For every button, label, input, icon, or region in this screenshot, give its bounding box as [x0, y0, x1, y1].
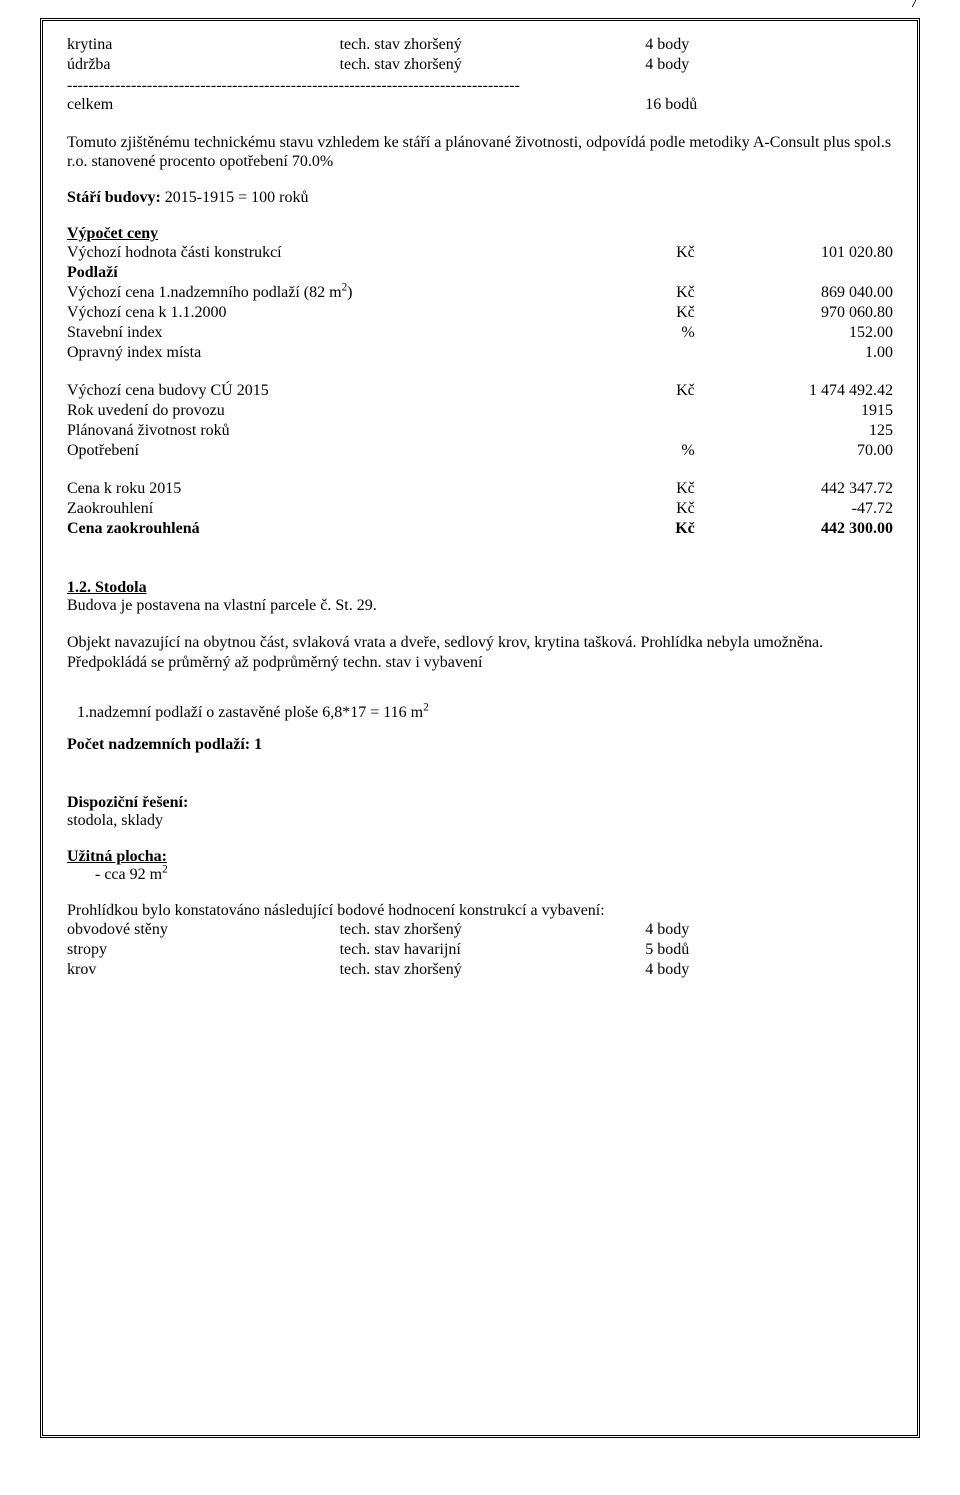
rating-points: 4 body [645, 55, 893, 75]
rating-name: údržba [67, 55, 340, 75]
calc-label: Výchozí cena 1.nadzemního podlaží (82 m2… [67, 283, 612, 303]
rating-name: krov [67, 960, 340, 980]
calc-row: Stavební index%152.00 [67, 323, 893, 343]
uzitna-value: - cca 92 m2 [67, 866, 893, 884]
calc-unit: % [612, 323, 695, 343]
celkem-row: celkem 16 bodů [67, 95, 893, 115]
calc-row: Rok uvedení do provozu 1915 [67, 401, 893, 421]
calc-value: 101 020.80 [695, 243, 893, 263]
calc-unit: % [612, 441, 695, 461]
calc-row: Výchozí hodnota části konstrukcíKč101 02… [67, 243, 893, 263]
rating-row: krytinatech. stav zhoršený4 body [67, 35, 893, 55]
rating-name: obvodové stěny [67, 920, 340, 940]
calc-label: Plánovaná životnost roků [67, 421, 612, 441]
calc-unit: Kč [612, 519, 695, 539]
calc-label: Opravný index místa [67, 343, 612, 363]
calc-unit: Kč [612, 243, 695, 263]
uzitna-title: Užitná plocha: [67, 848, 893, 866]
pocet-nadzemnich: Počet nadzemních podlaží: 1 [67, 736, 893, 754]
calc-label: Stavební index [67, 323, 612, 343]
rating-row: údržbatech. stav zhoršený4 body [67, 55, 893, 75]
calc-row: Podlaží [67, 263, 893, 283]
calc-unit [612, 421, 695, 441]
stari-budovy-value: 2015-1915 = 100 roků [165, 189, 309, 206]
dispozicni-title: Dispoziční řešení: [67, 794, 893, 812]
calc-row: Cena k roku 2015Kč442 347.72 [67, 479, 893, 499]
calc-unit: Kč [612, 283, 695, 303]
calc-label: Cena k roku 2015 [67, 479, 612, 499]
calc-value: 70.00 [695, 441, 893, 461]
section-1-2-title: 1.2. Stodola [67, 579, 147, 596]
document-frame: krytinatech. stav zhoršený4 bodyúdržbate… [40, 18, 920, 1438]
rating-state: tech. stav havarijní [340, 940, 646, 960]
intro-paragraph: Tomuto zjištěnému technickému stavu vzhl… [67, 133, 893, 171]
calc-label: Cena zaokrouhlená [67, 519, 612, 539]
calc-row: Plánovaná životnost roků 125 [67, 421, 893, 441]
calc-unit: Kč [612, 499, 695, 519]
calc-value: -47.72 [695, 499, 893, 519]
calc-value: 442 347.72 [695, 479, 893, 499]
calc-value: 869 040.00 [695, 283, 893, 303]
celkem-value: 16 bodů [645, 95, 893, 115]
calc-label: Výchozí cena budovy CÚ 2015 [67, 381, 612, 401]
calc-value: 442 300.00 [695, 519, 893, 539]
page-number: 7 [40, 0, 920, 12]
calc-unit [612, 401, 695, 421]
calc-row: Opotřebení%70.00 [67, 441, 893, 461]
calc-label: Výchozí hodnota části konstrukcí [67, 243, 612, 263]
top-rating-table: krytinatech. stav zhoršený4 bodyúdržbate… [67, 35, 893, 75]
calc-value: 125 [695, 421, 893, 441]
nadzemni-line: 1.nadzemní podlaží o zastavěné ploše 6,8… [67, 704, 893, 722]
calc-value: 970 060.80 [695, 303, 893, 323]
calc-label: Rok uvedení do provozu [67, 401, 612, 421]
rating-points: 4 body [645, 960, 893, 980]
rating-state: tech. stav zhoršený [340, 920, 646, 940]
rating-state: tech. stav zhoršený [340, 55, 646, 75]
calc-row: Výchozí cena budovy CÚ 2015Kč1 474 492.4… [67, 381, 893, 401]
calc-label: Zaokrouhlení [67, 499, 612, 519]
rating-points: 4 body [645, 35, 893, 55]
calc-value: 152.00 [695, 323, 893, 343]
section-1-2-subtitle: Budova je postavena na vlastní parcele č… [67, 597, 377, 614]
calc-row: Opravný index místa 1.00 [67, 343, 893, 363]
stari-budovy-label: Stáří budovy: [67, 189, 161, 206]
calc-value: 1.00 [695, 343, 893, 363]
calc-row: Výchozí cena k 1.1.2000Kč970 060.80 [67, 303, 893, 323]
calc-row: ZaokrouhleníKč-47.72 [67, 499, 893, 519]
calc-label: Opotřebení [67, 441, 612, 461]
rating-row: stropytech. stav havarijní5 bodů [67, 940, 893, 960]
calc-value [695, 263, 893, 283]
rating-row: krovtech. stav zhoršený4 body [67, 960, 893, 980]
calc-unit [612, 343, 695, 363]
rating-points: 4 body [645, 920, 893, 940]
rating-state: tech. stav zhoršený [340, 960, 646, 980]
rating-points: 5 bodů [645, 940, 893, 960]
calc-value: 1915 [695, 401, 893, 421]
calc-label: Podlaží [67, 263, 612, 283]
calc-row: Výchozí cena 1.nadzemního podlaží (82 m2… [67, 283, 893, 303]
calc-table-2: Výchozí cena budovy CÚ 2015Kč1 474 492.4… [67, 381, 893, 461]
calc-unit: Kč [612, 381, 695, 401]
section-1-2-paragraph: Objekt navazující na obytnou část, svlak… [67, 633, 893, 671]
dispozicni-value: stodola, sklady [67, 812, 893, 830]
rating-row: obvodové stěnytech. stav zhoršený4 body [67, 920, 893, 940]
rating-name: stropy [67, 940, 340, 960]
dash-separator: ----------------------------------------… [67, 77, 893, 95]
prohlidkou-line: Prohlídkou bylo konstatováno následující… [67, 902, 893, 920]
rating-name: krytina [67, 35, 340, 55]
calc-unit: Kč [612, 479, 695, 499]
bottom-rating-table: obvodové stěnytech. stav zhoršený4 bodys… [67, 920, 893, 980]
calc-unit: Kč [612, 303, 695, 323]
celkem-label: celkem [67, 95, 340, 115]
calc-label: Výchozí cena k 1.1.2000 [67, 303, 612, 323]
calc-value: 1 474 492.42 [695, 381, 893, 401]
vypocet-ceny-heading: Výpočet ceny [67, 225, 893, 243]
calc-row: Cena zaokrouhlenáKč442 300.00 [67, 519, 893, 539]
calc-unit [612, 263, 695, 283]
rating-state: tech. stav zhoršený [340, 35, 646, 55]
calc-table-1: Výchozí hodnota části konstrukcíKč101 02… [67, 243, 893, 363]
calc-table-3: Cena k roku 2015Kč442 347.72Zaokrouhlení… [67, 479, 893, 539]
